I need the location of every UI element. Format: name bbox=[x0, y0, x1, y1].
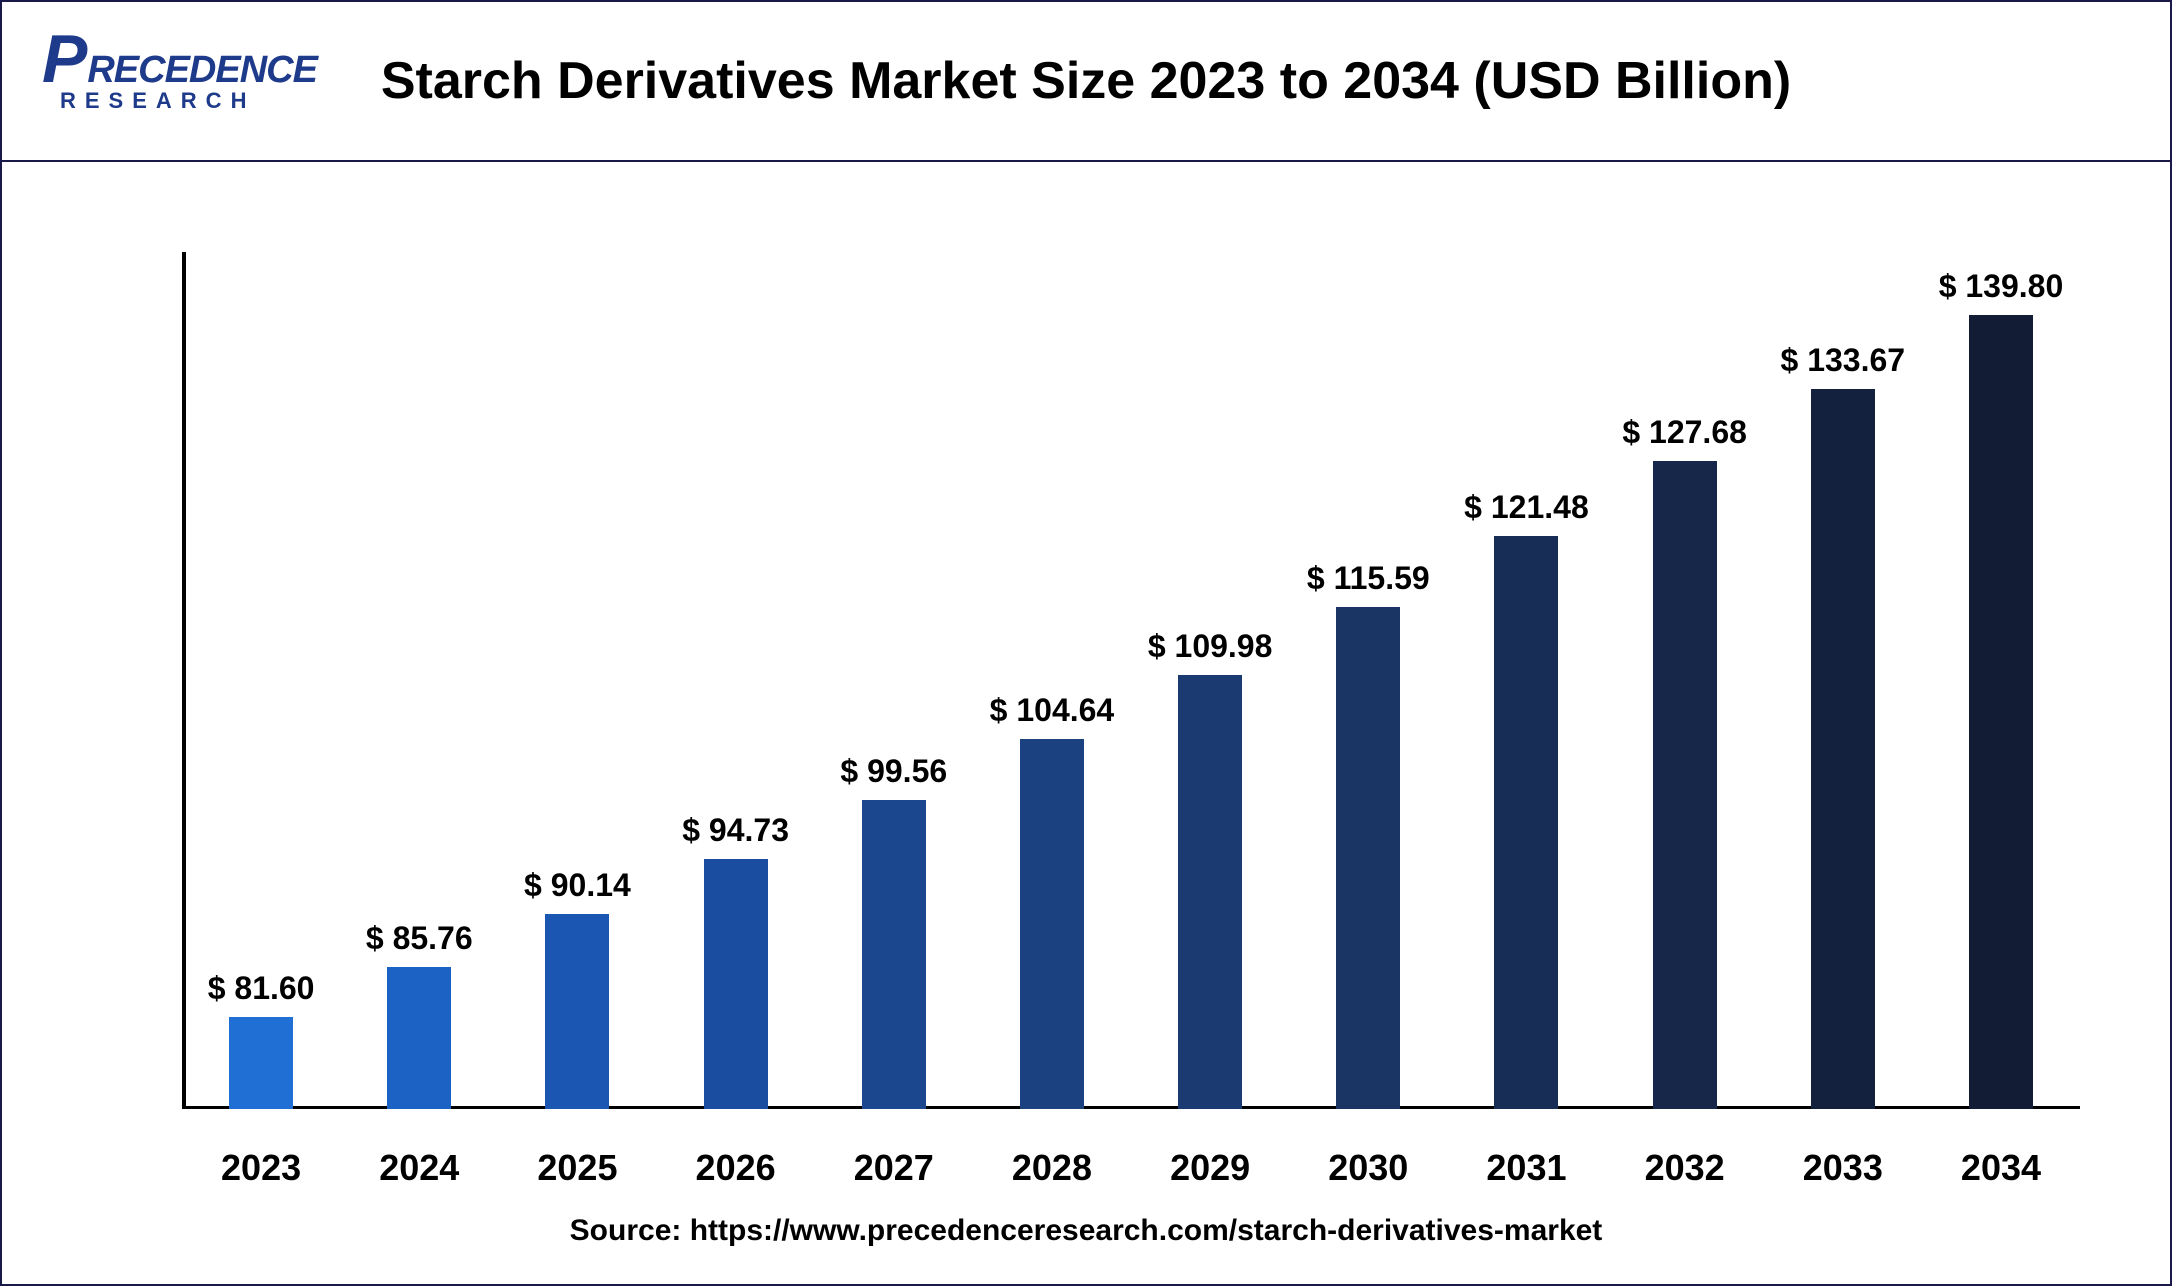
bar bbox=[1969, 315, 2033, 1109]
bar bbox=[1811, 389, 1875, 1109]
logo-wordmark: P RECEDENCE bbox=[42, 32, 317, 92]
bar-value-label: $ 94.73 bbox=[682, 812, 789, 849]
bar bbox=[1494, 536, 1558, 1109]
chart-container: P RECEDENCE RESEARCH Starch Derivatives … bbox=[0, 0, 2172, 1286]
logo-letter-p: P bbox=[42, 32, 87, 86]
x-axis-label: 2030 bbox=[1289, 1147, 1447, 1189]
bar bbox=[862, 800, 926, 1109]
bar-value-label: $ 81.60 bbox=[208, 970, 315, 1007]
x-axis-label: 2029 bbox=[1131, 1147, 1289, 1189]
bar-value-label: $ 90.14 bbox=[524, 867, 631, 904]
bar-slot: $ 115.59 bbox=[1289, 252, 1447, 1109]
bar bbox=[1653, 461, 1717, 1109]
chart-title: Starch Derivatives Market Size 2023 to 2… bbox=[2, 51, 2170, 111]
bar bbox=[387, 967, 451, 1109]
bar-value-label: $ 133.67 bbox=[1781, 342, 1906, 379]
bar bbox=[1020, 739, 1084, 1109]
bar-value-label: $ 104.64 bbox=[990, 692, 1115, 729]
bar-slot: $ 139.80 bbox=[1922, 252, 2080, 1109]
logo-rest: RECEDENCE bbox=[87, 49, 317, 92]
bar-slot: $ 85.76 bbox=[340, 252, 498, 1109]
x-axis-label: 2028 bbox=[973, 1147, 1131, 1189]
bars-group: $ 81.60 $ 85.76 $ 90.14 $ 94.73 $ 99.56 $ 104… bbox=[182, 252, 2080, 1109]
bar-slot: $ 104.64 bbox=[973, 252, 1131, 1109]
bar-value-label: $ 139.80 bbox=[1939, 268, 2064, 305]
plot-area: $ 81.60 $ 85.76 $ 90.14 $ 94.73 $ 99.56 $ 104… bbox=[2, 162, 2170, 1284]
bar-slot: $ 127.68 bbox=[1606, 252, 1764, 1109]
bar bbox=[704, 859, 768, 1109]
x-axis-label: 2031 bbox=[1447, 1147, 1605, 1189]
bar-slot: $ 121.48 bbox=[1447, 252, 1605, 1109]
bar-slot: $ 94.73 bbox=[657, 252, 815, 1109]
bar bbox=[1336, 607, 1400, 1109]
x-axis-label: 2026 bbox=[657, 1147, 815, 1189]
bar-slot: $ 90.14 bbox=[498, 252, 656, 1109]
x-axis-labels: 2023202420252026202720282029203020312032… bbox=[182, 1147, 2080, 1189]
bar-value-label: $ 109.98 bbox=[1148, 628, 1273, 665]
logo-subtext: RESEARCH bbox=[60, 88, 317, 114]
bar-slot: $ 109.98 bbox=[1131, 252, 1289, 1109]
bar-slot: $ 133.67 bbox=[1764, 252, 1922, 1109]
axes: $ 81.60 $ 85.76 $ 90.14 $ 94.73 $ 99.56 $ 104… bbox=[182, 252, 2080, 1109]
bar-slot: $ 99.56 bbox=[815, 252, 973, 1109]
x-axis-label: 2025 bbox=[498, 1147, 656, 1189]
x-axis-label: 2034 bbox=[1922, 1147, 2080, 1189]
brand-logo: P RECEDENCE RESEARCH bbox=[42, 32, 317, 114]
x-axis-label: 2023 bbox=[182, 1147, 340, 1189]
bar-value-label: $ 127.68 bbox=[1622, 414, 1747, 451]
x-axis-label: 2033 bbox=[1764, 1147, 1922, 1189]
source-text: Source: https://www.precedenceresearch.c… bbox=[2, 1214, 2170, 1284]
bar bbox=[1178, 675, 1242, 1109]
x-axis-label: 2024 bbox=[340, 1147, 498, 1189]
bar-value-label: $ 121.48 bbox=[1464, 489, 1589, 526]
x-axis-label: 2027 bbox=[815, 1147, 973, 1189]
bar bbox=[229, 1017, 293, 1109]
bar-slot: $ 81.60 bbox=[182, 252, 340, 1109]
bar bbox=[545, 914, 609, 1109]
x-axis-label: 2032 bbox=[1606, 1147, 1764, 1189]
bar-value-label: $ 85.76 bbox=[366, 920, 473, 957]
bar-value-label: $ 99.56 bbox=[840, 753, 947, 790]
bar-value-label: $ 115.59 bbox=[1307, 560, 1430, 597]
chart-header: P RECEDENCE RESEARCH Starch Derivatives … bbox=[2, 2, 2170, 162]
